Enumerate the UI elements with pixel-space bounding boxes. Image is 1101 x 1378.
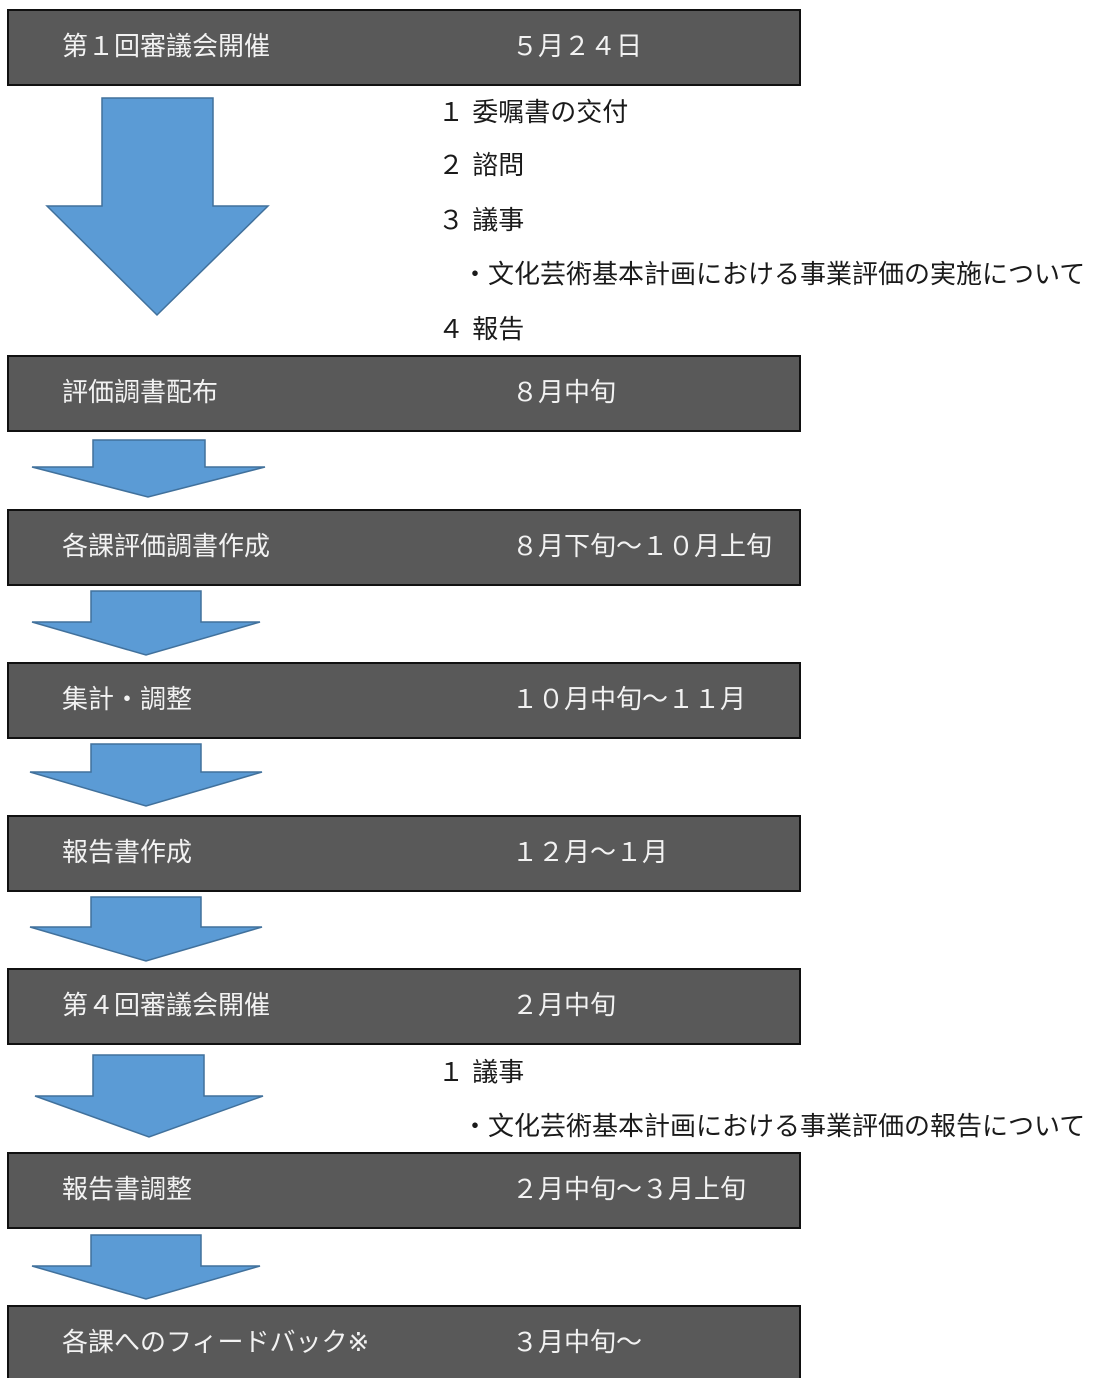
step-period: ５月２４日 [512, 32, 643, 62]
agenda-item: ２ 諮問 [438, 151, 525, 181]
agenda-subitem: ・文化芸術基本計画における事業評価の報告について [462, 1112, 1086, 1142]
step-label: 各課へのフィードバック※ [62, 1328, 370, 1358]
step-label: 第４回審議会開催 [62, 991, 271, 1021]
step-period: ３月中旬～ [512, 1328, 643, 1358]
step-box-6: 第４回審議会開催 ２月中旬 [7, 968, 801, 1045]
step-label: 評価調書配布 [62, 378, 219, 408]
agenda-item: １ 委嘱書の交付 [438, 98, 629, 128]
step-period: ８月下旬～１０月上旬 [512, 532, 773, 562]
down-arrow-4 [29, 743, 263, 807]
step-period: ２月中旬 [512, 991, 617, 1021]
down-arrow-1 [45, 97, 270, 317]
step-period: ２月中旬～３月上旬 [512, 1175, 747, 1205]
step-box-8: 各課へのフィードバック※ ３月中旬～ [7, 1305, 801, 1378]
step-box-1: 第１回審議会開催 ５月２４日 [7, 9, 801, 86]
step-label: 報告書調整 [62, 1175, 193, 1205]
down-arrow-2 [31, 439, 266, 498]
step-label: 報告書作成 [62, 838, 193, 868]
step-box-2: 評価調書配布 ８月中旬 [7, 355, 801, 432]
agenda-item: ４ 報告 [438, 315, 525, 345]
down-arrow-7 [31, 1234, 261, 1300]
step-box-7: 報告書調整 ２月中旬～３月上旬 [7, 1152, 801, 1229]
agenda-item: ３ 議事 [438, 206, 525, 236]
down-arrow-3 [31, 590, 261, 656]
step-box-3: 各課評価調書作成 ８月下旬～１０月上旬 [7, 509, 801, 586]
step-period: １０月中旬～１１月 [512, 685, 747, 715]
step-box-5: 報告書作成 １２月～１月 [7, 815, 801, 892]
step-period: １２月～１月 [512, 838, 669, 868]
agenda-subitem: ・文化芸術基本計画における事業評価の実施について [462, 260, 1086, 290]
step-box-4: 集計・調整 １０月中旬～１１月 [7, 662, 801, 739]
step-label: 第１回審議会開催 [62, 32, 271, 62]
step-period: ８月中旬 [512, 378, 617, 408]
step-label: 各課評価調書作成 [62, 532, 271, 562]
step-label: 集計・調整 [62, 685, 193, 715]
agenda-item: １ 議事 [438, 1058, 525, 1088]
down-arrow-6 [34, 1054, 264, 1138]
down-arrow-5 [29, 896, 263, 962]
